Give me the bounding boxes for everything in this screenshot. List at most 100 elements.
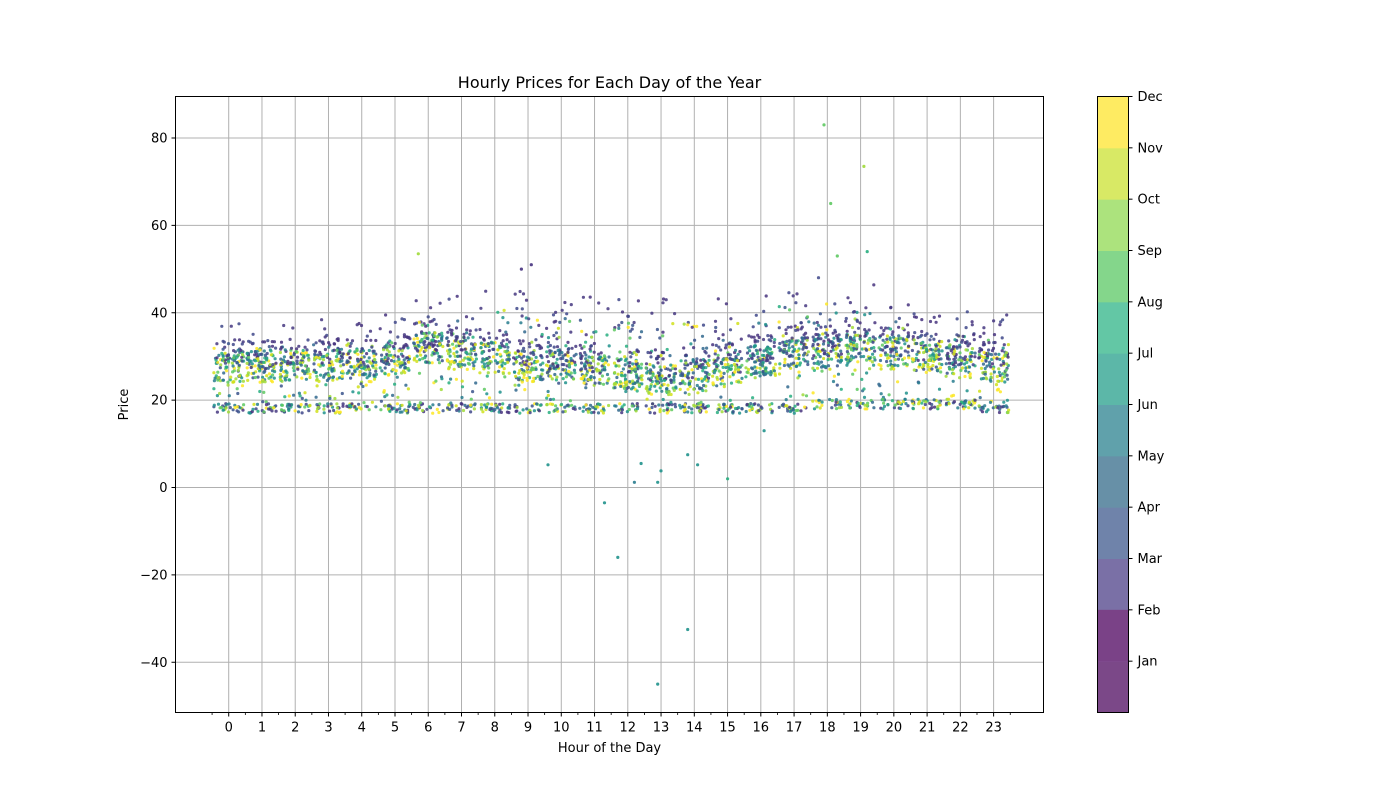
scatter-point — [753, 365, 757, 369]
scatter-point — [269, 353, 273, 357]
scatter-point — [862, 340, 866, 344]
scatter-point — [855, 310, 859, 314]
scatter-point — [826, 333, 830, 337]
scatter-point — [711, 343, 715, 347]
scatter-point — [237, 363, 241, 367]
scatter-point — [772, 369, 777, 373]
scatter-point — [437, 361, 442, 365]
scatter-point — [799, 327, 803, 331]
scatter-point — [387, 345, 391, 349]
scatter-point — [300, 396, 304, 400]
scatter-point — [245, 366, 249, 370]
scatter-point — [819, 360, 824, 364]
scatter-point — [844, 319, 848, 323]
scatter-point — [272, 406, 276, 410]
scatter-point — [419, 348, 423, 352]
scatter-point — [582, 345, 586, 349]
scatter-point — [661, 330, 665, 334]
scatter-point — [816, 336, 820, 340]
scatter-point — [238, 379, 242, 383]
scatter-point — [279, 384, 283, 388]
colorbar-label: Sep — [1138, 244, 1163, 259]
scatter-point — [547, 410, 551, 415]
colorbar-segment — [1097, 353, 1129, 405]
scatter-point — [404, 409, 408, 413]
scatter-point — [583, 362, 587, 366]
scatter-point — [453, 354, 457, 358]
scatter-point — [446, 352, 451, 356]
scatter-point — [447, 381, 451, 385]
scatter-point — [754, 348, 759, 352]
scatter-point — [828, 367, 832, 371]
scatter-point — [651, 364, 655, 368]
scatter-point — [452, 346, 456, 350]
scatter-point — [371, 364, 375, 368]
scatter-point — [845, 363, 849, 367]
scatter-point — [520, 363, 524, 367]
scatter-point — [728, 328, 733, 332]
scatter-point — [507, 351, 511, 355]
scatter-point — [335, 410, 339, 414]
scatter-point — [806, 360, 810, 364]
scatter-point — [691, 371, 695, 375]
scatter-point — [785, 404, 789, 408]
scatter-point — [625, 380, 629, 384]
scatter-point — [256, 357, 260, 361]
scatter-point — [816, 276, 821, 280]
scatter-point — [614, 364, 618, 368]
scatter-point — [340, 374, 344, 378]
scatter-point — [532, 409, 537, 413]
scatter-point — [649, 378, 653, 382]
scatter-point — [374, 405, 378, 409]
scatter-point — [958, 355, 962, 359]
scatter-point — [317, 363, 321, 367]
scatter-point — [847, 397, 851, 401]
scatter-point — [814, 332, 818, 337]
scatter-point — [552, 345, 556, 349]
scatter-point — [686, 410, 690, 414]
scatter-point — [935, 368, 939, 372]
scatter-point — [502, 308, 506, 312]
scatter-point — [653, 384, 657, 388]
scatter-point — [422, 332, 426, 336]
scatter-point — [921, 406, 926, 410]
scatter-point — [565, 312, 569, 316]
scatter-point — [715, 410, 720, 415]
scatter-point — [907, 356, 911, 360]
scatter-point — [933, 357, 937, 361]
scatter-point — [872, 356, 876, 360]
scatter-point — [883, 340, 887, 345]
scatter-point — [1005, 362, 1009, 366]
scatter-point — [448, 354, 452, 358]
scatter-point — [928, 338, 932, 342]
scatter-point — [724, 302, 729, 306]
scatter-point — [556, 326, 561, 330]
scatter-point — [445, 336, 449, 340]
scatter-point — [213, 376, 217, 380]
scatter-point — [766, 334, 770, 338]
scatter-point — [517, 383, 521, 387]
scatter-point — [947, 397, 951, 401]
scatter-point — [922, 350, 926, 355]
scatter-point — [619, 357, 623, 361]
scatter-point — [824, 365, 828, 369]
scatter-point — [940, 362, 944, 367]
scatter-point — [330, 360, 334, 364]
scatter-point — [270, 380, 274, 384]
scatter-point — [498, 352, 502, 356]
scatter-point — [561, 368, 565, 372]
scatter-point — [517, 378, 521, 382]
scatter-point — [457, 407, 461, 411]
scatter-point — [704, 351, 708, 355]
scatter-point — [606, 363, 611, 367]
scatter-point — [483, 403, 487, 407]
scatter-point — [940, 340, 944, 344]
scatter-point — [462, 332, 466, 336]
scatter-point — [369, 338, 373, 342]
scatter-point — [748, 408, 752, 412]
scatter-point — [414, 334, 418, 338]
scatter-point — [584, 353, 588, 357]
scatter-point — [834, 351, 838, 355]
scatter-point — [999, 405, 1003, 409]
scatter-point — [417, 344, 421, 348]
